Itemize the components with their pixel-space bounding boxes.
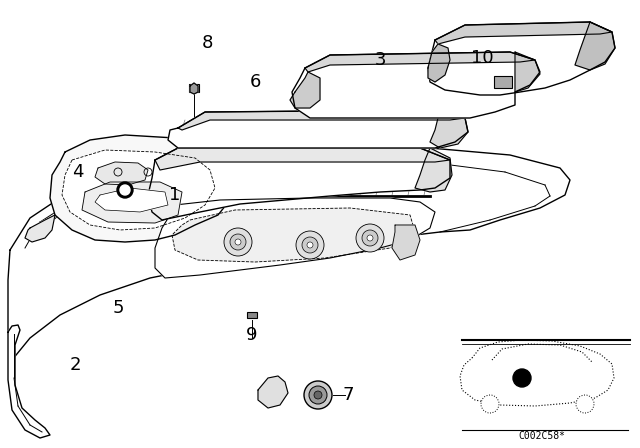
- Text: 9: 9: [246, 326, 258, 344]
- Text: 2: 2: [69, 356, 81, 374]
- Circle shape: [302, 237, 318, 253]
- Circle shape: [314, 391, 322, 399]
- Circle shape: [230, 234, 246, 250]
- Polygon shape: [292, 52, 540, 118]
- Polygon shape: [190, 83, 198, 94]
- Text: 6: 6: [250, 73, 260, 91]
- Polygon shape: [290, 72, 320, 108]
- Circle shape: [307, 242, 313, 248]
- Polygon shape: [258, 376, 288, 408]
- Circle shape: [367, 235, 373, 241]
- Polygon shape: [8, 148, 570, 360]
- Polygon shape: [178, 110, 465, 130]
- Text: C002C58*: C002C58*: [518, 431, 566, 441]
- Polygon shape: [148, 148, 450, 220]
- Bar: [189, 84, 199, 92]
- Circle shape: [304, 381, 332, 409]
- Circle shape: [576, 395, 594, 413]
- Text: 7: 7: [342, 386, 354, 404]
- Circle shape: [296, 231, 324, 259]
- Polygon shape: [50, 135, 235, 242]
- Polygon shape: [172, 208, 415, 262]
- Polygon shape: [25, 215, 55, 242]
- Polygon shape: [82, 182, 182, 223]
- Text: 1: 1: [170, 186, 180, 204]
- Polygon shape: [428, 44, 450, 82]
- Polygon shape: [155, 148, 450, 170]
- Text: 5: 5: [112, 299, 124, 317]
- Polygon shape: [305, 52, 535, 72]
- Polygon shape: [62, 150, 215, 230]
- Polygon shape: [95, 188, 168, 212]
- Polygon shape: [575, 22, 615, 70]
- Polygon shape: [95, 162, 148, 185]
- Circle shape: [235, 239, 241, 245]
- Bar: [247, 312, 257, 318]
- Polygon shape: [8, 325, 50, 438]
- Circle shape: [120, 185, 130, 195]
- Polygon shape: [155, 198, 435, 278]
- Circle shape: [362, 230, 378, 246]
- Text: 3: 3: [374, 51, 386, 69]
- Polygon shape: [515, 52, 540, 92]
- Circle shape: [117, 182, 133, 198]
- Polygon shape: [392, 225, 420, 260]
- Circle shape: [309, 386, 327, 404]
- Circle shape: [513, 369, 531, 387]
- Polygon shape: [168, 110, 468, 148]
- Polygon shape: [428, 22, 615, 95]
- Circle shape: [224, 228, 252, 256]
- Polygon shape: [435, 22, 612, 44]
- Text: 4: 4: [72, 163, 84, 181]
- Text: 8: 8: [202, 34, 212, 52]
- Bar: [494, 76, 512, 88]
- Polygon shape: [195, 148, 230, 175]
- Circle shape: [481, 395, 499, 413]
- Polygon shape: [415, 148, 452, 192]
- Circle shape: [356, 224, 384, 252]
- Text: 10: 10: [470, 49, 493, 67]
- Polygon shape: [430, 110, 468, 148]
